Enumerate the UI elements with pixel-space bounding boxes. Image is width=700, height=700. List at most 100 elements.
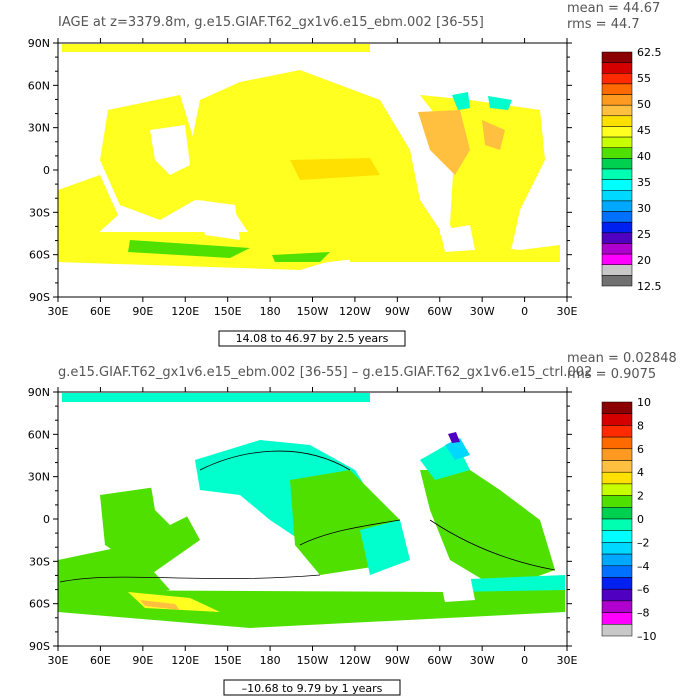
panel2-color-swatch — [601, 413, 633, 426]
panel1-mean: mean = 44.67 — [567, 1, 660, 16]
panel1-color-swatch — [601, 221, 633, 234]
panel2-color-swatch — [601, 600, 633, 613]
panel2-lat-label: 30S — [29, 555, 50, 568]
panel2-lat-label: 60N — [28, 428, 50, 441]
panel2-lon-label: 0 — [521, 654, 528, 667]
panel2-color-swatch — [601, 530, 633, 543]
panel1-color-swatch — [601, 51, 633, 63]
panel1-lat-label: 90S — [29, 291, 50, 304]
panel2-colorbar-label: 0 — [637, 513, 644, 526]
panel2-rms: rms = 0.9075 — [567, 367, 656, 382]
panel2-colorbar-label: –6 — [637, 583, 650, 596]
panel1-colorbar-label: 55 — [637, 72, 651, 85]
panel1-color-swatch — [601, 232, 633, 244]
panel2-lon-label: 180 — [260, 654, 281, 667]
panel1-colorbar-label: 12.5 — [637, 280, 662, 293]
panel1-lon-label: 120E — [171, 305, 199, 318]
panel2-colorbar-label: 2 — [637, 490, 644, 503]
panel1-color-swatch — [601, 264, 633, 276]
panel2-color-swatch — [601, 425, 633, 438]
panel2-color-swatch — [601, 401, 633, 414]
panel2-lon-label: 120W — [339, 654, 371, 667]
panel2-lat-label: 60S — [29, 598, 50, 611]
panel1-contour-info: 14.08 to 46.97 by 2.5 years — [236, 332, 389, 345]
panel1-colorbar: 62.5 55 50 45 40 35 30 25 20 12.5 — [601, 46, 662, 293]
panel2-lon-label: 150E — [214, 654, 242, 667]
panel2-lon-label: 90W — [385, 654, 410, 667]
panel1-color-swatch — [601, 104, 633, 117]
panel2-lon-label: 30E — [557, 654, 578, 667]
panel2-colorbar-label: –4 — [637, 560, 650, 573]
panel2-lat-label: 0 — [43, 513, 50, 526]
panel1-color-swatch — [601, 73, 633, 85]
panel1-color-swatch — [601, 211, 633, 223]
panel1-lat-label: 30N — [28, 122, 50, 135]
panel2-color-swatch — [601, 553, 633, 567]
panel2-lon-axis: 30E 60E 90E 120E 150E 180 150W 120W 90W 60W 30W 0 30… — [48, 387, 578, 667]
panel2-colorbar: 10 8 6 4 2 0 –2 –4 –6 –8 –10 — [601, 396, 657, 643]
panel2-lon-label: 60W — [427, 654, 452, 667]
panel1-colorbar-label: 62.5 — [637, 46, 662, 59]
panel1-colorbar-label: 50 — [637, 98, 651, 111]
panel1-color-swatch — [601, 83, 633, 95]
panel2-color-swatch — [601, 507, 633, 520]
panel2-color-swatch — [601, 483, 633, 496]
panel1-lon-axis: 30E 60E 90E 120E 150E 180 150W 120W 90W 60W 30W 0 30… — [48, 38, 578, 318]
panel1-lat-axis: 90N 60N 30N 0 30S 60S 90S — [28, 37, 572, 304]
panel2-colorbar-label: 4 — [637, 466, 644, 479]
panel2-lon-label: 60E — [90, 654, 111, 667]
panel2-color-swatch — [601, 588, 633, 602]
panel2-colorbar-label: –10 — [637, 630, 657, 643]
panel1-color-swatch — [601, 136, 633, 148]
panel2-color-swatch — [601, 495, 633, 508]
panel2-color-swatch — [601, 542, 633, 555]
panel2-color-swatch — [601, 460, 633, 473]
panel1-color-swatch — [601, 62, 633, 74]
panel1-lon-label: 30E — [557, 305, 578, 318]
panel2-lat-axis: 90N 60N 30N 0 30S 60S 90S — [28, 386, 572, 653]
panel1-lon-label: 120W — [339, 305, 371, 318]
panel2-lon-label: 120E — [171, 654, 199, 667]
panel2-color-swatch — [601, 436, 633, 450]
panel2-color-swatch — [601, 624, 633, 637]
panel1-color-swatch — [601, 253, 633, 265]
panel2-title: g.e15.GIAF.T62_gx1v6.e15_ebm.002 [36-55]… — [58, 365, 592, 380]
panel2-lon-label: 90E — [132, 654, 153, 667]
panel1-color-swatch — [601, 243, 633, 255]
panel1-lon-label: 150W — [297, 305, 329, 318]
panel1-colorbar-label: 20 — [637, 254, 651, 267]
panel1-lat-label: 90N — [28, 37, 50, 50]
panel1-lon-label: 30W — [470, 305, 495, 318]
panel1-color-swatch — [601, 147, 633, 159]
panel1-color-swatch — [601, 115, 633, 127]
panel2-contour-info: –10.68 to 9.79 by 1 years — [242, 682, 383, 695]
panel2-colorbar-label: –8 — [637, 607, 650, 620]
panel1-color-swatch — [601, 94, 633, 106]
panel2-lat-label: 90S — [29, 640, 50, 653]
panel1-lon-label: 0 — [521, 305, 528, 318]
panel2-mean: mean = 0.02848 — [567, 351, 677, 366]
panel2-color-swatch — [601, 518, 633, 531]
panel1-color-swatch — [601, 168, 633, 180]
panel1-colorbar-label: 40 — [637, 150, 651, 163]
panel-iage: IAGE at z=3379.8m, g.e15.GIAF.T62_gx1v6.… — [28, 1, 662, 347]
panel1-colorbar-label: 35 — [637, 176, 651, 189]
panel1-color-swatch — [601, 126, 633, 138]
panel1-lon-label: 90W — [385, 305, 410, 318]
panel2-lon-label: 30E — [48, 654, 69, 667]
panel1-lat-label: 30S — [29, 206, 50, 219]
panel2-colorbar-label: –2 — [637, 536, 650, 549]
panel2-color-swatch — [601, 612, 633, 625]
panel2-color-swatch — [601, 577, 633, 590]
panel-diff: g.e15.GIAF.T62_gx1v6.e15_ebm.002 [36-55]… — [28, 351, 677, 696]
panel2-color-swatch — [601, 448, 633, 461]
panel1-lon-label: 60W — [427, 305, 452, 318]
panel1-colorbar-label: 45 — [637, 124, 651, 137]
panel1-color-swatch — [601, 275, 633, 287]
panel1-lon-label: 90E — [132, 305, 153, 318]
panel2-lon-label: 30W — [470, 654, 495, 667]
panel1-lon-label: 30E — [48, 305, 69, 318]
panel1-lat-label: 60N — [28, 79, 50, 92]
panel1-color-swatch — [601, 190, 633, 202]
